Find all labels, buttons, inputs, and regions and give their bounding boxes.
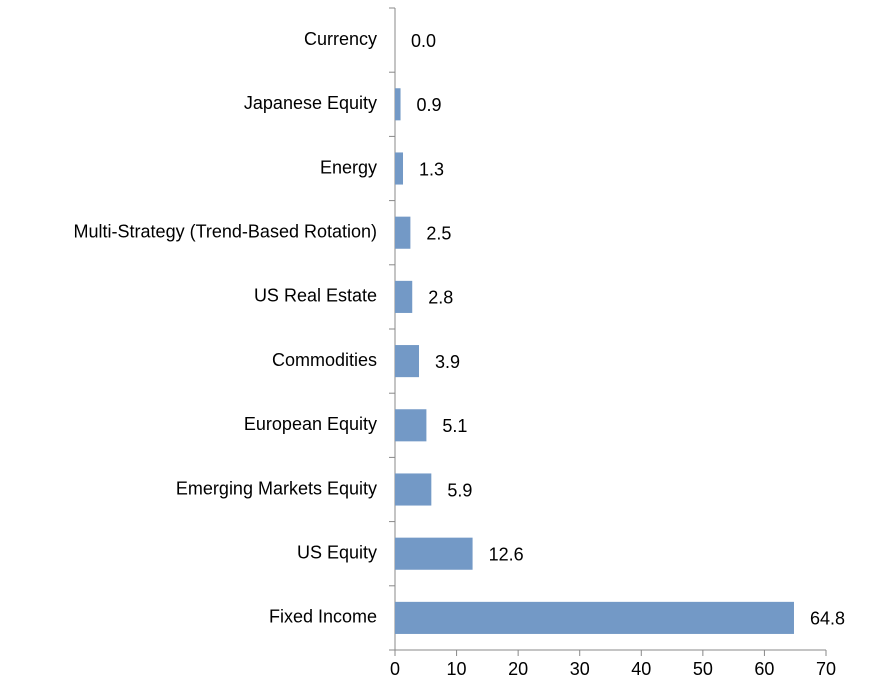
x-tick-label: 60 — [754, 659, 774, 679]
data-label: 5.1 — [442, 416, 467, 436]
data-label: 2.5 — [426, 223, 451, 243]
y-tick-label: Japanese Equity — [244, 93, 377, 113]
y-tick-label: US Equity — [297, 542, 377, 562]
x-tick-label: 10 — [447, 659, 467, 679]
bar — [395, 216, 411, 249]
y-tick-label: Energy — [320, 157, 377, 177]
x-tick-label: 30 — [570, 659, 590, 679]
data-label: 5.9 — [447, 480, 472, 500]
x-tick-label: 20 — [508, 659, 528, 679]
data-label: 3.9 — [435, 352, 460, 372]
bar — [395, 345, 420, 378]
x-tick-label: 40 — [631, 659, 651, 679]
data-label: 2.8 — [428, 288, 453, 308]
y-tick-label: US Real Estate — [254, 286, 377, 306]
data-label: 1.3 — [419, 159, 444, 179]
data-label: 64.8 — [810, 609, 845, 629]
y-tick-label: Multi-Strategy (Trend-Based Rotation) — [74, 221, 377, 241]
bar — [395, 409, 427, 442]
bar — [395, 88, 401, 121]
bar — [395, 473, 432, 506]
bar — [395, 537, 473, 570]
y-tick-label: Emerging Markets Equity — [176, 478, 377, 498]
x-tick-label: 0 — [390, 659, 400, 679]
bar — [395, 152, 404, 185]
y-tick-label: Commodities — [272, 350, 377, 370]
x-tick-label: 70 — [816, 659, 836, 679]
data-label: 0.9 — [417, 95, 442, 115]
y-tick-label: European Equity — [244, 414, 377, 434]
bar — [395, 280, 413, 313]
x-tick-label: 50 — [693, 659, 713, 679]
data-label: 12.6 — [489, 544, 524, 564]
y-tick-label: Fixed Income — [269, 607, 377, 627]
data-label: 0.0 — [411, 31, 436, 51]
y-tick-label: Currency — [304, 29, 377, 49]
bar — [395, 601, 794, 634]
